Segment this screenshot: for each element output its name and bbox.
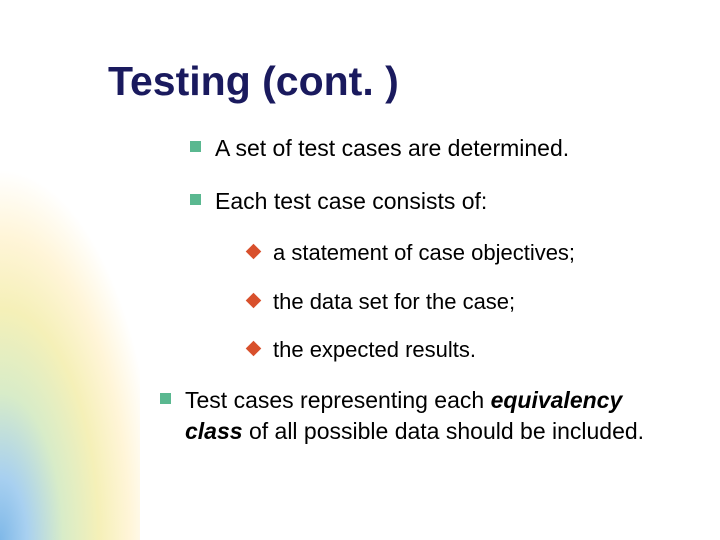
- bullet-level1: A set of test cases are determined.: [190, 133, 660, 164]
- square-bullet-icon: [190, 141, 201, 152]
- bullet-text: the expected results.: [273, 336, 476, 365]
- bullet-level2: a statement of case objectives;: [248, 239, 660, 268]
- bullet-level2: the data set for the case;: [248, 288, 660, 317]
- square-bullet-icon: [160, 393, 171, 404]
- square-bullet-icon: [190, 194, 201, 205]
- bullet-text: the data set for the case;: [273, 288, 515, 317]
- slide-title: Testing (cont. ): [108, 58, 660, 105]
- text-span: Test cases representing each: [185, 387, 491, 413]
- bullet-level1: Test cases representing each equivalency…: [160, 385, 660, 447]
- text-span: of all possible data should be included.: [243, 418, 645, 444]
- bullet-text: Test cases representing each equivalency…: [185, 385, 660, 447]
- bullet-level1: Each test case consists of:: [190, 186, 660, 217]
- bullet-text: A set of test cases are determined.: [215, 133, 569, 164]
- bullet-text: Each test case consists of:: [215, 186, 487, 217]
- slide-content: Testing (cont. ) A set of test cases are…: [0, 0, 720, 540]
- bullet-level2: the expected results.: [248, 336, 660, 365]
- bullet-text: a statement of case objectives;: [273, 239, 575, 268]
- diamond-bullet-icon: [246, 341, 262, 357]
- diamond-bullet-icon: [246, 292, 262, 308]
- diamond-bullet-icon: [246, 244, 262, 260]
